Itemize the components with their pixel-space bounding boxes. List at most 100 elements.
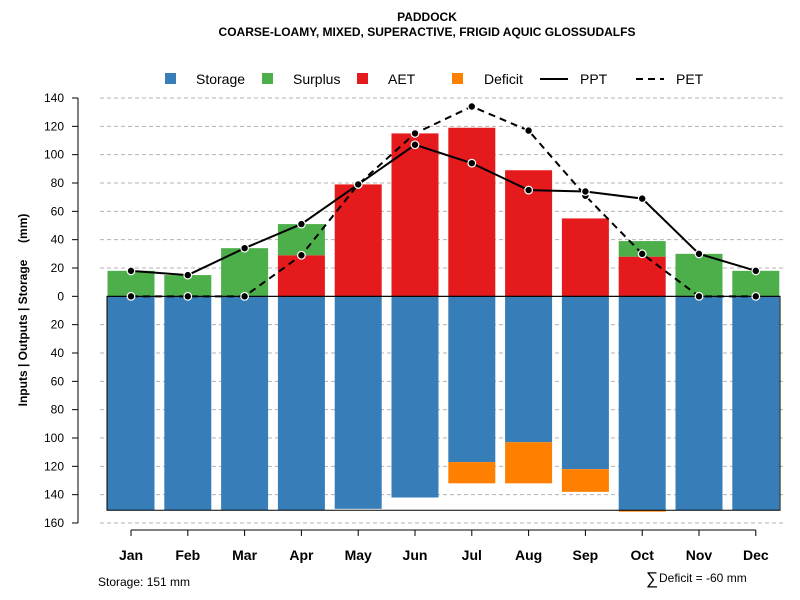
pet-point <box>467 102 477 111</box>
bar-deficit <box>561 469 609 492</box>
y-tick-label: 60 <box>51 204 65 218</box>
x-tick-label: Aug <box>515 547 542 563</box>
y-tick-label: 140 <box>44 91 64 105</box>
bar-storage <box>107 296 155 511</box>
deficit-note: Deficit = -60 mm <box>659 571 747 585</box>
bar-storage <box>618 296 666 511</box>
legend-swatch-deficit <box>452 73 463 84</box>
y-tick-label: 80 <box>51 176 65 190</box>
ppt-point <box>581 187 590 196</box>
ppt-point <box>126 266 136 276</box>
sum-symbol: ∑ <box>646 569 658 588</box>
ppt-point <box>524 185 533 195</box>
bar-storage <box>221 296 269 511</box>
x-tick-label: Mar <box>232 547 257 563</box>
y-tick-label: 120 <box>44 119 64 133</box>
bar-aet <box>391 133 439 297</box>
x-tick-label: Oct <box>631 547 655 563</box>
y-tick-label: 160 <box>44 516 64 530</box>
y-tick-label: 20 <box>51 261 65 275</box>
y-tick-label: 40 <box>51 233 65 247</box>
legend-label-deficit: Deficit <box>484 71 523 87</box>
bar-storage <box>561 296 609 470</box>
chart-subtitle: COARSE-LOAMY, MIXED, SUPERACTIVE, FRIGID… <box>219 25 636 39</box>
bar-storage <box>164 296 212 511</box>
ppt-point <box>297 219 306 229</box>
y-tick-label: 80 <box>51 403 65 417</box>
legend-label-storage: Storage <box>196 71 245 87</box>
x-tick-label: May <box>345 547 372 563</box>
grid-lines <box>100 97 784 524</box>
pet-point <box>751 291 761 301</box>
pet-point <box>410 129 420 138</box>
pet-point <box>694 291 704 301</box>
legend-swatch-surplus <box>262 73 273 84</box>
ppt-point <box>353 180 363 189</box>
pet-point <box>524 126 533 135</box>
bar-storage <box>675 296 723 511</box>
x-tick-label: Jul <box>462 547 482 563</box>
x-tick-label: Jan <box>119 547 143 563</box>
legend-swatch-storage <box>165 73 176 84</box>
bar-aet <box>618 256 666 297</box>
chart-title: PADDOCK <box>397 10 457 24</box>
ppt-line <box>130 143 757 277</box>
pet-point <box>637 249 647 259</box>
bar-surplus <box>277 224 325 256</box>
bar-storage <box>391 296 439 498</box>
bar-surplus <box>675 253 723 297</box>
bar-surplus <box>618 241 666 257</box>
legend: Storage Surplus AET Deficit PPT PET <box>165 71 704 87</box>
ppt-point <box>751 266 761 276</box>
legend-label-pet: PET <box>676 71 704 87</box>
x-tick-label: Nov <box>686 547 713 563</box>
y-tick-label: 60 <box>51 374 65 388</box>
legend-label-surplus: Surplus <box>293 71 340 87</box>
x-tick-label: Dec <box>743 547 769 563</box>
bar-storage <box>732 296 780 511</box>
bar-deficit <box>505 442 553 484</box>
bar-storage <box>277 296 325 511</box>
bar-surplus <box>164 275 212 297</box>
x-tick-label: Apr <box>289 547 314 563</box>
bar-aet <box>448 127 496 297</box>
storage-capacity-box <box>106 295 781 511</box>
pet-point <box>126 291 136 301</box>
ppt-point <box>410 140 420 150</box>
y-axis-label: Inputs | Outputs | Storage (mm) <box>16 214 30 407</box>
bar-aet <box>561 218 609 297</box>
pet-point <box>297 250 306 260</box>
x-tick-label: Sep <box>573 547 599 563</box>
legend-label-aet: AET <box>388 71 416 87</box>
axes: 140 120 100 80 60 40 20 0 20 40 60 80 100 120 140 160 Ja… <box>44 91 769 563</box>
pet-point <box>240 291 250 301</box>
bar-storage <box>334 296 382 509</box>
series-lines <box>126 102 761 301</box>
y-tick-label: 120 <box>44 459 64 473</box>
bar-storage <box>448 296 496 463</box>
storage-note: Storage: 151 mm <box>98 575 190 589</box>
pet-point <box>183 291 193 301</box>
ppt-point <box>467 158 477 168</box>
legend-label-ppt: PPT <box>580 71 608 87</box>
ppt-point <box>183 270 193 280</box>
y-tick-label: 100 <box>44 431 64 445</box>
bar-aet <box>334 184 382 297</box>
bar-deficit <box>618 510 666 512</box>
y-tick-label: 40 <box>51 346 65 360</box>
bars <box>106 127 781 512</box>
ppt-point <box>694 249 704 259</box>
y-tick-label: 100 <box>44 148 64 162</box>
pet-line <box>131 105 756 298</box>
legend-swatch-aet <box>357 73 368 84</box>
bar-deficit <box>448 462 496 484</box>
bar-storage <box>505 296 553 443</box>
y-tick-label: 0 <box>57 289 64 303</box>
x-tick-label: Feb <box>175 547 200 563</box>
ppt-point <box>240 243 250 253</box>
bar-aet <box>277 255 325 297</box>
ppt-point <box>637 194 647 203</box>
y-tick-label: 140 <box>44 488 64 502</box>
x-tick-label: Jun <box>403 547 428 563</box>
